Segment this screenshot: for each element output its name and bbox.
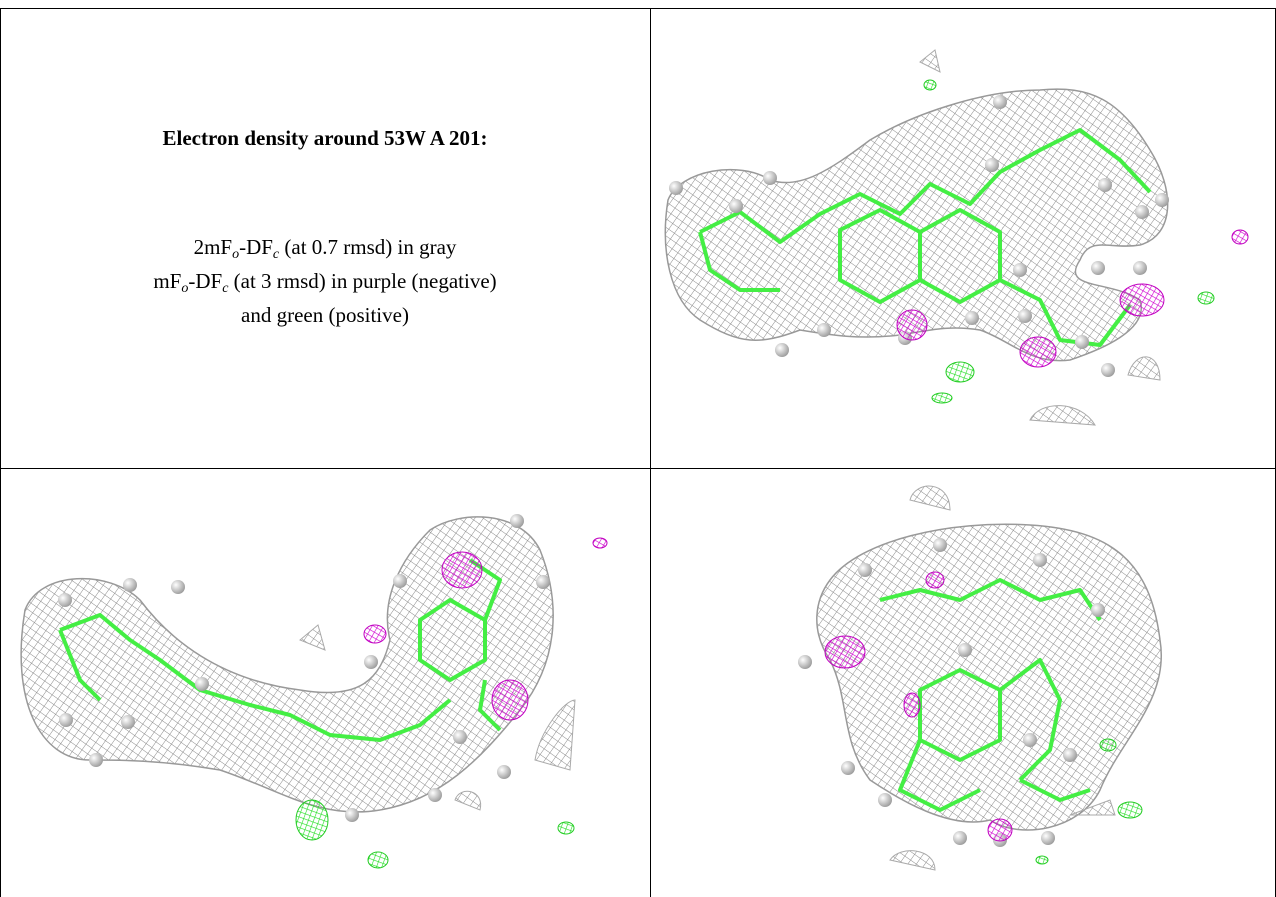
legend-text: 2mF xyxy=(193,235,233,259)
legend-line: mFo-DFc (at 3 rmsd) in purple (negative) xyxy=(0,268,650,302)
legend-text: (at 0.7 rmsd) in gray xyxy=(279,235,457,259)
subscript: c xyxy=(272,247,280,262)
subscript: c xyxy=(222,281,229,296)
legend-text: mF xyxy=(153,269,182,293)
legend-text: (at 3 rmsd) in purple (negative) xyxy=(228,269,497,293)
subscript: o xyxy=(232,247,240,262)
legend-line: and green (positive) xyxy=(0,302,650,328)
legend-text: and green (positive) xyxy=(241,303,409,327)
legend-text: -DF xyxy=(239,235,273,259)
density-view-1 xyxy=(664,49,1249,426)
legend-line: 2mFo-DFc (at 0.7 rmsd) in gray xyxy=(0,234,650,268)
caption-title: Electron density around 53W A 201: xyxy=(162,126,488,150)
caption-cell: Electron density around 53W A 201: 2mFo-… xyxy=(0,8,650,468)
density-view-3 xyxy=(798,485,1163,871)
subscript: o xyxy=(181,281,189,296)
density-view-2 xyxy=(20,514,608,869)
legend-text: -DF xyxy=(188,269,223,293)
caption-legend: 2mFo-DFc (at 0.7 rmsd) in gray mFo-DFc (a… xyxy=(0,234,650,328)
